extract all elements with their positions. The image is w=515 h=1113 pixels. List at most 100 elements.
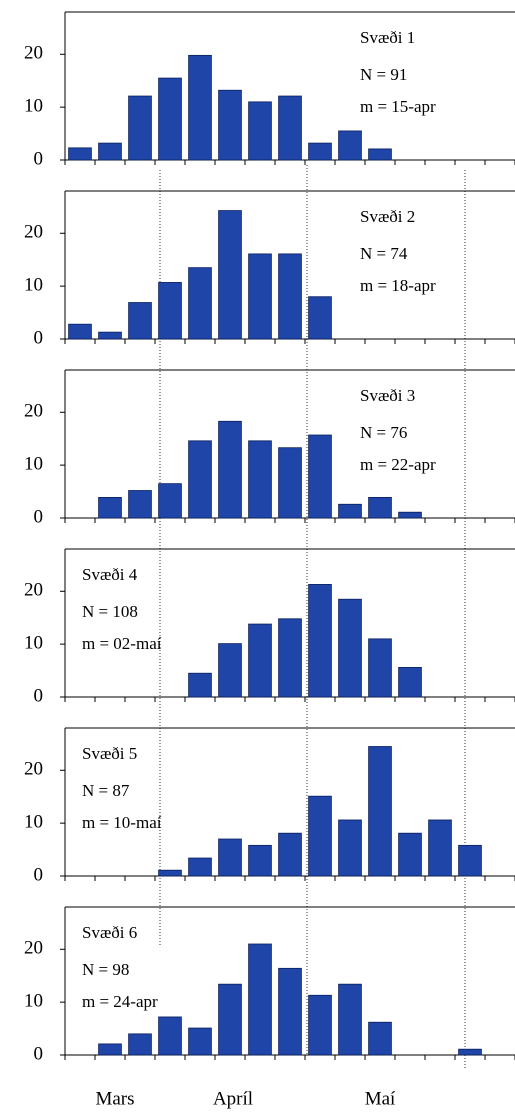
bar: [338, 983, 362, 1056]
bar: [158, 1016, 182, 1056]
y-tick-label: 20: [24, 401, 43, 422]
bar: [248, 844, 272, 877]
annotation: m = 10-maí: [82, 813, 162, 832]
bar: [278, 832, 302, 877]
bar: [218, 983, 242, 1056]
panel-title: Svæði 6: [82, 923, 137, 942]
panel-title: Svæði 4: [82, 565, 138, 584]
bar: [368, 638, 392, 698]
bar: [188, 440, 212, 519]
y-tick-label: 0: [34, 685, 44, 706]
bar: [248, 440, 272, 519]
bar: [458, 844, 482, 877]
y-tick-label: 20: [24, 580, 43, 601]
bar: [98, 1043, 122, 1056]
bar: [248, 101, 272, 161]
bar: [248, 253, 272, 340]
bar: [428, 819, 452, 877]
bar: [278, 618, 302, 698]
bar: [158, 869, 182, 877]
annotation: m = 22-apr: [360, 455, 436, 474]
bar: [248, 943, 272, 1056]
bar: [398, 832, 422, 877]
annotation: N = 98: [82, 960, 129, 979]
y-tick-label: 20: [24, 759, 43, 780]
bar: [278, 967, 302, 1056]
month-label: Mars: [95, 1088, 134, 1109]
bar: [158, 483, 182, 519]
bar: [188, 267, 212, 340]
y-tick-label: 10: [24, 96, 43, 117]
y-tick-label: 10: [24, 275, 43, 296]
annotation: m = 15-apr: [360, 97, 436, 116]
bar: [218, 210, 242, 340]
bar: [188, 54, 212, 161]
bar: [368, 746, 392, 877]
annotation: N = 108: [82, 602, 138, 621]
annotation: m = 24-apr: [82, 992, 158, 1011]
bar: [188, 672, 212, 698]
bar: [308, 434, 332, 519]
bar: [278, 95, 302, 161]
y-tick-label: 0: [34, 506, 44, 527]
y-tick-label: 10: [24, 633, 43, 654]
bar: [278, 253, 302, 340]
bar: [278, 447, 302, 519]
bar: [128, 490, 152, 519]
bar: [338, 819, 362, 877]
annotation: m = 18-apr: [360, 276, 436, 295]
bar: [368, 1021, 392, 1056]
y-tick-label: 0: [34, 1043, 44, 1064]
bar: [218, 838, 242, 877]
annotation: N = 76: [360, 423, 407, 442]
bar: [308, 795, 332, 877]
bar: [128, 1033, 152, 1056]
y-tick-label: 0: [34, 327, 44, 348]
bar: [188, 857, 212, 877]
month-label: Apríl: [213, 1088, 253, 1109]
bar: [218, 89, 242, 161]
bar: [308, 142, 332, 161]
y-tick-label: 0: [34, 148, 44, 169]
y-tick-label: 20: [24, 938, 43, 959]
annotation: m = 02-maí: [82, 634, 162, 653]
annotation: N = 91: [360, 65, 407, 84]
bar: [308, 584, 332, 698]
annotation: N = 74: [360, 244, 408, 263]
bar: [158, 282, 182, 340]
bar: [398, 667, 422, 698]
bar: [338, 598, 362, 698]
bar: [68, 147, 92, 161]
bar: [458, 1048, 482, 1056]
panel-title: Svæði 2: [360, 207, 415, 226]
y-tick-label: 10: [24, 812, 43, 833]
bar: [128, 302, 152, 340]
bar: [188, 1027, 212, 1056]
bar: [368, 148, 392, 161]
bar: [158, 77, 182, 161]
bar: [218, 643, 242, 698]
bar: [98, 142, 122, 161]
bar: [218, 420, 242, 519]
panel-title: Svæði 1: [360, 28, 415, 47]
bar: [308, 994, 332, 1056]
y-tick-label: 10: [24, 454, 43, 475]
bar: [398, 511, 422, 519]
bar: [338, 503, 362, 519]
bar: [248, 623, 272, 698]
bar: [338, 130, 362, 161]
bar: [368, 496, 392, 519]
month-label: Maí: [365, 1088, 396, 1109]
annotation: N = 87: [82, 781, 130, 800]
panel-title: Svæði 5: [82, 744, 137, 763]
y-tick-label: 20: [24, 43, 43, 64]
y-tick-label: 10: [24, 991, 43, 1012]
bar: [128, 95, 152, 161]
y-tick-label: 20: [24, 222, 43, 243]
bar: [308, 296, 332, 340]
bar: [98, 496, 122, 519]
bar: [68, 323, 92, 340]
bar: [98, 331, 122, 340]
panel-title: Svæði 3: [360, 386, 415, 405]
